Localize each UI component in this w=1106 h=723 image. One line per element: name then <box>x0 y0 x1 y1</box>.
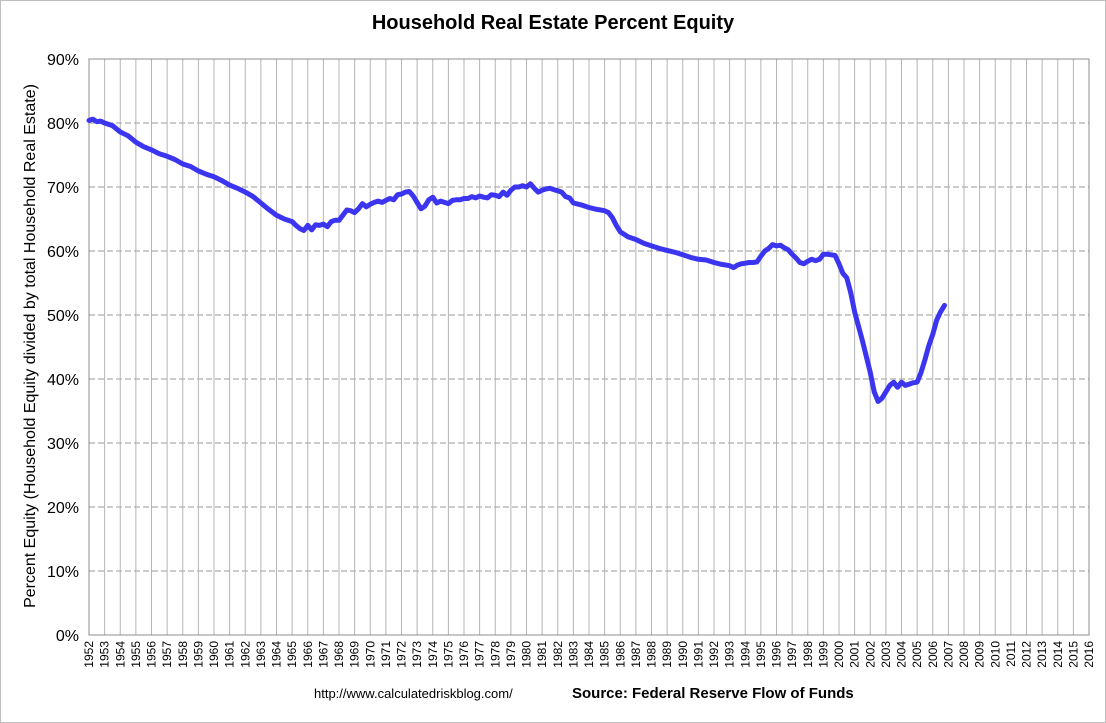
x-tick-label: 1985 <box>598 641 612 668</box>
x-tick-label: 1959 <box>191 641 205 668</box>
y-tick-label: 70% <box>47 180 79 197</box>
x-tick-label: 1986 <box>613 641 627 668</box>
x-tick-label: 1980 <box>520 641 534 668</box>
x-tick-label: 1954 <box>113 641 127 668</box>
x-tick-label: 2011 <box>1004 641 1018 667</box>
x-tick-label: 1976 <box>457 641 471 668</box>
x-tick-label: 2001 <box>848 641 862 668</box>
x-tick-label: 1995 <box>754 641 768 668</box>
chart-title: Household Real Estate Percent Equity <box>371 12 735 34</box>
x-tick-label: 2002 <box>863 641 877 668</box>
x-tick-label: 1998 <box>801 641 815 668</box>
x-tick-label: 2013 <box>1035 641 1049 668</box>
x-tick-label: 1992 <box>707 641 721 668</box>
y-tick-label: 60% <box>47 244 79 261</box>
x-tick-label: 1955 <box>129 641 143 668</box>
x-tick-label: 1972 <box>395 641 409 668</box>
x-tick-label: 1993 <box>723 641 737 668</box>
y-tick-label: 20% <box>47 500 79 517</box>
y-tick-labels: 0% 10% 20% 30% 40% 50% 60% 70% 80% 90% <box>47 52 79 645</box>
series-line <box>86 116 947 404</box>
x-tick-label: 1961 <box>223 641 237 668</box>
plot-area <box>88 58 1090 636</box>
y-tick-label: 30% <box>47 436 79 453</box>
x-tick-label: 2009 <box>973 641 987 668</box>
x-tick-label: 2003 <box>879 641 893 668</box>
x-tick-label: 1962 <box>238 641 252 668</box>
x-tick-label: 1973 <box>410 641 424 668</box>
x-tick-label: 2012 <box>1020 641 1034 668</box>
footer-url: http://www.calculatedriskblog.com/ <box>314 686 513 701</box>
x-tick-label: 1952 <box>82 641 96 668</box>
x-tick-labels: 1952 1953 1954 1955 1956 1957 1958 1959 1960 1961… <box>82 641 1096 668</box>
x-tick-label: 1969 <box>348 641 362 668</box>
x-tick-label: 1997 <box>785 641 799 668</box>
x-tick-label: 1981 <box>535 641 549 668</box>
y-tick-label: 40% <box>47 372 79 389</box>
x-tick-label: 2015 <box>1066 641 1080 668</box>
x-tick-label: 2007 <box>941 641 955 668</box>
x-tick-label: 1994 <box>738 641 752 668</box>
x-tick-label: 1966 <box>301 641 315 668</box>
x-tick-label: 1987 <box>629 641 643 668</box>
footer-source: Source: Federal Reserve Flow of Funds <box>572 685 854 702</box>
series-group <box>86 116 947 404</box>
x-tick-label: 1956 <box>145 641 159 668</box>
y-tick-label: 50% <box>47 308 79 325</box>
x-tick-label: 1974 <box>426 641 440 668</box>
x-tick-label: 2005 <box>910 641 924 668</box>
x-tick-label: 1971 <box>379 641 393 668</box>
x-tick-label: 1988 <box>645 641 659 668</box>
x-tick-label: 2000 <box>832 641 846 668</box>
x-tick-label: 1999 <box>816 641 830 668</box>
x-tick-label: 1991 <box>691 641 705 668</box>
x-tick-label: 1990 <box>676 641 690 668</box>
y-tick-label: 90% <box>47 52 79 69</box>
x-tick-label: 1996 <box>770 641 784 668</box>
x-tick-label: 1960 <box>207 641 221 668</box>
x-tick-label: 1983 <box>566 641 580 668</box>
x-tick-label: 1970 <box>363 641 377 668</box>
x-tick-label: 1963 <box>254 641 268 668</box>
x-tick-label: 1979 <box>504 641 518 668</box>
x-tick-label: 2014 <box>1051 641 1065 668</box>
x-tick-label: 1958 <box>176 641 190 668</box>
y-tick-label: 0% <box>56 628 79 645</box>
x-tick-label: 1967 <box>316 641 330 668</box>
y-tick-label: 80% <box>47 116 79 133</box>
x-tick-label: 2016 <box>1082 641 1096 668</box>
x-tick-label: 1989 <box>660 641 674 668</box>
x-tick-label: 1975 <box>441 641 455 668</box>
x-tick-label: 1978 <box>488 641 502 668</box>
x-gridlines <box>104 59 1074 635</box>
x-tick-label: 1953 <box>98 641 112 668</box>
x-tick-label: 2008 <box>957 641 971 668</box>
x-tick-label: 1982 <box>551 641 565 668</box>
x-tick-label: 1984 <box>582 641 596 668</box>
x-tick-label: 2010 <box>988 641 1002 668</box>
x-tick-label: 1957 <box>160 641 174 668</box>
x-tick-label: 1965 <box>285 641 299 668</box>
x-tick-label: 1968 <box>332 641 346 668</box>
x-tick-label: 2006 <box>926 641 940 668</box>
y-tick-label: 10% <box>47 564 79 581</box>
x-tick-label: 1977 <box>473 641 487 668</box>
x-tick-label: 2004 <box>895 641 909 668</box>
x-tick-label: 1964 <box>270 641 284 668</box>
